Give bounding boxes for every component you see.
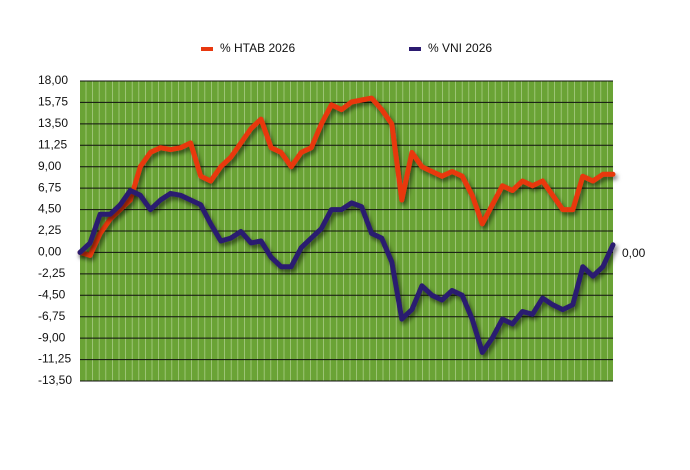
y-tick-label: -11,25 (38, 352, 71, 366)
y-tick-label: 9,00 (38, 159, 62, 173)
y-tick-label: -9,00 (38, 330, 66, 344)
y-tick-label: 13,50 (38, 116, 68, 130)
y-tick-label: 2,25 (38, 223, 62, 237)
y-tick-label: -13,50 (38, 373, 72, 387)
y-tick-label: -4,50 (38, 287, 66, 301)
legend-label: % VNI 2026 (428, 41, 492, 55)
y-tick-label: 6,75 (38, 180, 62, 194)
series-line (77, 95, 616, 258)
y-tick-label: 0,00 (38, 245, 62, 259)
y-tick-label: 15,75 (38, 95, 68, 109)
y-tick-label: -6,75 (38, 309, 66, 323)
y-tick-label: 4,50 (38, 202, 62, 216)
y-tick-label: 11,25 (38, 137, 67, 151)
series-line (77, 188, 616, 355)
annotation: 0,00 (622, 246, 646, 260)
y-tick-label: -2,25 (38, 266, 66, 280)
y-tick-label: 18,00 (38, 73, 68, 87)
legend-label: % HTAB 2026 (220, 41, 295, 55)
